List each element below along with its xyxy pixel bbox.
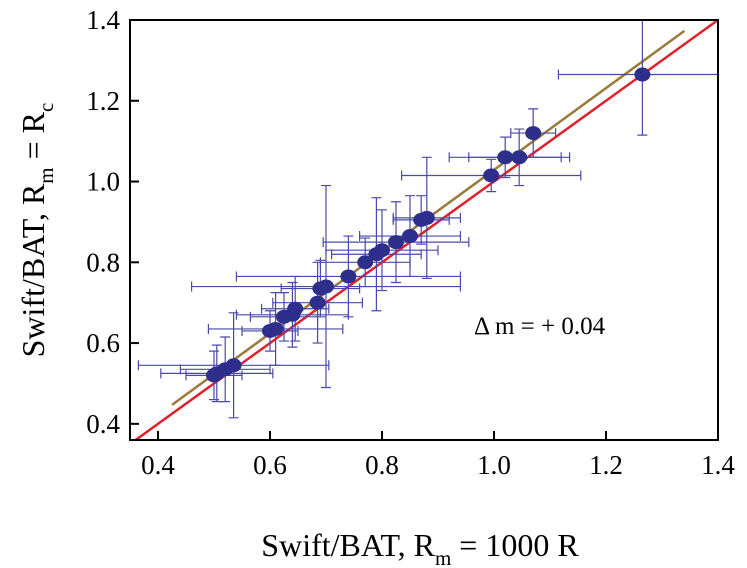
annotation: Δ m = + 0.04: [474, 313, 606, 340]
point: [402, 229, 418, 244]
y-tick-label: 1.4: [86, 5, 120, 35]
y-tick-label: 1.0: [86, 167, 120, 197]
point: [262, 323, 278, 338]
point: [511, 150, 528, 165]
point: [340, 269, 357, 284]
y-axis-label: Swift/BAT, Rm = Rc: [15, 103, 58, 358]
y-label-sub: m: [34, 167, 58, 183]
x-axis-label: Swift/BAT, Rm = 1000 R: [261, 527, 579, 568]
y-tick-label: 0.8: [86, 247, 120, 277]
point: [206, 368, 222, 383]
y-label-part: Swift/BAT, R: [15, 183, 51, 357]
point: [276, 309, 292, 324]
x-tick-label: 0.6: [253, 450, 287, 480]
point: [634, 67, 651, 82]
y-tick-label: 1.2: [86, 86, 120, 116]
y-tick-label: 0.6: [86, 328, 120, 358]
y-tick-label: 0.4: [86, 409, 120, 439]
plot-area: [133, 20, 718, 440]
x-tick-label: 0.8: [365, 450, 399, 480]
y-label-part: = R: [15, 111, 51, 167]
point: [312, 281, 329, 296]
y-label-sub: c: [34, 103, 58, 112]
x-tick-label: 0.4: [141, 450, 175, 480]
point: [388, 235, 404, 250]
point: [497, 150, 514, 165]
x-tick-label: 1.2: [589, 450, 623, 480]
x-label-part: = 1000 R: [451, 527, 579, 563]
x-label-sub: m: [435, 546, 451, 568]
point: [368, 247, 385, 262]
point: [357, 255, 374, 270]
point: [413, 212, 430, 227]
point: [525, 126, 542, 141]
x-tick-label: 1.0: [477, 450, 511, 480]
x-tick-label: 1.4: [701, 450, 735, 480]
plot-frame: [129, 19, 719, 441]
point: [483, 168, 500, 183]
x-label-part: Swift/BAT, R: [261, 527, 435, 563]
point: [309, 295, 326, 310]
